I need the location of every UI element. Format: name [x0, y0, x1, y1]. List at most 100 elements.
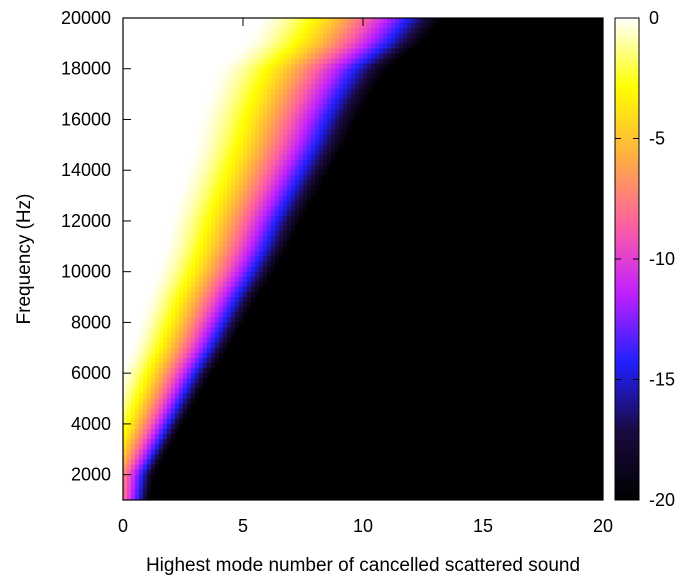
heatmap-cell — [599, 109, 603, 115]
heatmap-cell — [303, 33, 308, 39]
heatmap-cell — [487, 63, 492, 70]
heatmap-cell — [443, 129, 448, 136]
heatmap-cell — [243, 190, 248, 197]
heatmap-cell — [515, 165, 520, 171]
heatmap-cell — [219, 185, 224, 192]
heatmap-cell — [567, 109, 572, 115]
heatmap-cell — [467, 33, 472, 39]
heatmap-cell — [483, 190, 488, 197]
heatmap-cell — [363, 114, 368, 121]
heatmap-cell — [579, 165, 584, 171]
heatmap-cell — [507, 215, 512, 222]
heatmap-cell — [551, 154, 556, 161]
heatmap-cell — [419, 109, 424, 115]
heatmap-cell — [199, 18, 204, 24]
heatmap-cell — [563, 68, 568, 75]
heatmap-cell — [147, 73, 152, 80]
heatmap-cell — [243, 134, 248, 141]
heatmap-cell — [595, 180, 600, 187]
heatmap-cell — [519, 78, 524, 85]
heatmap-cell — [299, 58, 304, 65]
heatmap-cell — [227, 180, 232, 187]
heatmap-cell — [527, 38, 532, 44]
heatmap-cell — [439, 48, 444, 55]
heatmap-cell — [299, 43, 304, 50]
heatmap-cell — [499, 134, 504, 141]
heatmap-cell — [591, 170, 596, 176]
heatmap-cell — [219, 200, 224, 207]
heatmap-cell — [271, 114, 276, 121]
heatmap-cell — [387, 78, 392, 85]
heatmap-cell — [491, 28, 496, 34]
heatmap-cell — [567, 160, 572, 166]
heatmap-cell — [339, 129, 344, 136]
heatmap-cell — [211, 94, 216, 100]
heatmap-cell — [207, 68, 212, 75]
heatmap-cell — [435, 210, 440, 217]
heatmap-cell — [551, 33, 556, 39]
heatmap-cell — [599, 78, 603, 85]
heatmap-cell — [471, 89, 476, 95]
heatmap-cell — [263, 124, 268, 131]
heatmap-cell — [591, 104, 596, 110]
heatmap-cell — [235, 195, 240, 202]
heatmap-cell — [271, 119, 276, 126]
heatmap-cell — [359, 205, 364, 212]
heatmap-cell — [599, 99, 603, 105]
heatmap-cell — [199, 210, 204, 217]
heatmap-cell — [367, 63, 372, 70]
heatmap-cell — [263, 144, 268, 151]
heatmap-cell — [499, 83, 504, 90]
heatmap-cell — [123, 53, 128, 60]
heatmap-cell — [155, 109, 160, 115]
heatmap-cell — [479, 73, 484, 80]
heatmap-cell — [331, 33, 336, 39]
heatmap-cell — [347, 89, 352, 95]
heatmap-cell — [559, 119, 564, 126]
heatmap-cell — [227, 53, 232, 60]
heatmap-cell — [219, 48, 224, 55]
heatmap-cell — [535, 68, 540, 75]
heatmap-cell — [383, 73, 388, 80]
heatmap-cell — [231, 149, 236, 156]
heatmap-cell — [587, 48, 592, 55]
heatmap-cell — [547, 83, 552, 90]
heatmap-cell — [467, 180, 472, 187]
heatmap-cell — [419, 160, 424, 166]
heatmap-cell — [455, 134, 460, 141]
heatmap-cell — [259, 129, 264, 136]
heatmap-cell — [347, 190, 352, 197]
heatmap-cell — [159, 160, 164, 166]
heatmap-cell — [451, 73, 456, 80]
heatmap-cell — [435, 104, 440, 110]
heatmap-cell — [423, 134, 428, 141]
heatmap-cell — [539, 149, 544, 156]
heatmap-cell — [511, 200, 516, 207]
heatmap-cell — [179, 154, 184, 161]
heatmap-cell — [159, 23, 164, 29]
heatmap-cell — [395, 129, 400, 136]
heatmap-cell — [311, 175, 316, 181]
heatmap-cell — [279, 139, 284, 146]
heatmap-cell — [387, 129, 392, 136]
heatmap-cell — [387, 18, 392, 24]
heatmap-cell — [447, 220, 452, 227]
heatmap-cell — [327, 226, 332, 232]
heatmap-cell — [299, 23, 304, 29]
heatmap-cell — [555, 139, 560, 146]
heatmap-cell — [131, 160, 136, 166]
heatmap-cell — [503, 33, 508, 39]
heatmap-cell — [571, 58, 576, 65]
heatmap-cell — [591, 33, 596, 39]
heatmap-cell — [147, 89, 152, 95]
heatmap-cell — [499, 195, 504, 202]
heatmap-cell — [275, 200, 280, 207]
heatmap-cell — [271, 78, 276, 85]
heatmap-cell — [175, 94, 180, 100]
heatmap-cell — [287, 226, 292, 232]
heatmap-cell — [479, 220, 484, 227]
heatmap-cell — [547, 109, 552, 115]
heatmap-cell — [411, 68, 416, 75]
heatmap-cell — [567, 185, 572, 192]
heatmap-cell — [459, 185, 464, 192]
